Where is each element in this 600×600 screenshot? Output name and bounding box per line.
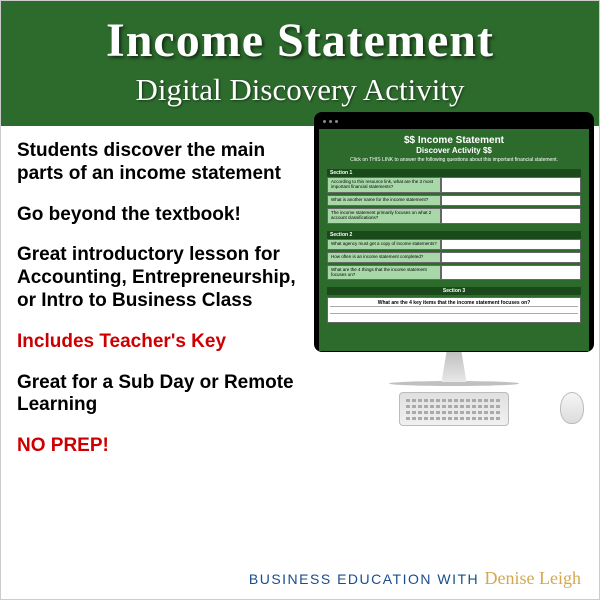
table-row: How often is an income statement complet… — [327, 252, 581, 263]
subtitle: Digital Discovery Activity — [1, 72, 599, 108]
bullet-list: Students discover the main parts of an i… — [17, 140, 309, 476]
mouse-icon — [560, 392, 584, 424]
table-row: According to this resource link, what ar… — [327, 177, 581, 193]
monitor-frame: $$ Income Statement Discover Activity $$… — [314, 112, 594, 352]
monitor-stand — [429, 352, 479, 382]
content-area: Students discover the main parts of an i… — [1, 126, 599, 476]
keyboard-icon — [399, 392, 509, 426]
table-row: The income statement primarily focuses o… — [327, 208, 581, 224]
section3-heading: Section 3 — [327, 287, 581, 295]
header-banner: Income Statement Digital Discovery Activ… — [1, 1, 599, 126]
table-row: What is another name for the income stat… — [327, 195, 581, 206]
table-row: What agency must get a copy of income st… — [327, 239, 581, 250]
monitor-preview: $$ Income Statement Discover Activity $$… — [309, 140, 589, 476]
worksheet-title: $$ Income Statement — [327, 135, 581, 146]
brand-signature: Denise Leigh — [485, 568, 581, 588]
worksheet-subtitle: Discover Activity $$ — [327, 146, 581, 155]
bullet-item: Students discover the main parts of an i… — [17, 140, 299, 186]
section3-table: What are the 4 key items that the income… — [327, 297, 581, 323]
worksheet-note: Click on THIS LINK to answer the followi… — [327, 157, 581, 163]
table-row: What are the 4 things that the income st… — [327, 265, 581, 281]
brand-text: BUSINESS EDUCATION WITH — [249, 571, 485, 587]
bullet-item: Go beyond the textbook! — [17, 204, 299, 227]
bullet-item: Great for a Sub Day or Remote Learning — [17, 372, 299, 418]
brand-footer: BUSINESS EDUCATION WITH Denise Leigh — [249, 568, 581, 589]
monitor-topbar — [319, 118, 589, 124]
bullet-item-highlight: NO PREP! — [17, 435, 299, 458]
section2-heading: Section 2 — [327, 231, 581, 239]
bullet-item: Great introductory lesson for Accounting… — [17, 244, 299, 312]
section1-heading: Section 1 — [327, 169, 581, 177]
bullet-item-highlight: Includes Teacher's Key — [17, 331, 299, 354]
main-title: Income Statement — [1, 13, 599, 68]
worksheet-screen: $$ Income Statement Discover Activity $$… — [319, 129, 589, 351]
